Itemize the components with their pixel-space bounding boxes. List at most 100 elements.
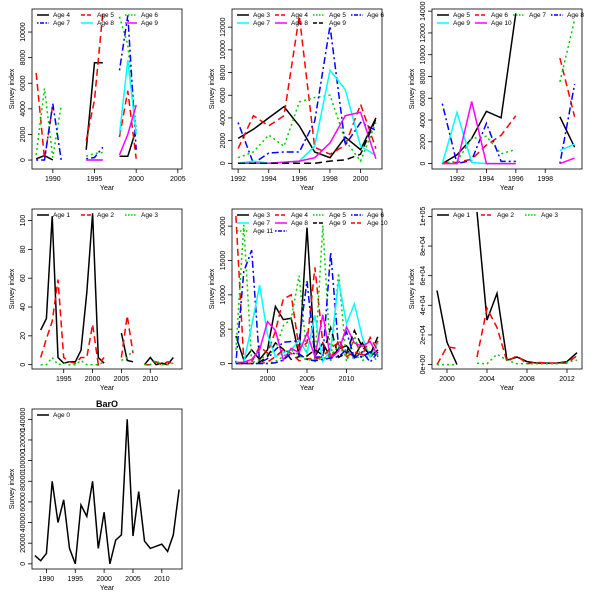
x-tick-label: 2008	[519, 376, 535, 383]
y-tick-label: 20	[20, 332, 27, 340]
legend-label: Age 2	[497, 212, 514, 219]
y-tick-label: 100	[20, 215, 27, 227]
series-line-age-9	[86, 104, 137, 161]
series-line-age-4	[237, 15, 377, 156]
y-tick-label: 4000	[420, 112, 427, 128]
series-line-age-9	[441, 109, 575, 165]
x-tick-label: 2000	[128, 176, 144, 183]
y-tick-label: 0e+00	[420, 355, 427, 375]
y-axis-label: Survey index	[209, 68, 216, 109]
y-tick-label: 8000	[220, 65, 227, 81]
series-line-age-9	[238, 118, 377, 165]
x-tick-label: 1994	[479, 176, 495, 183]
y-axis-label: Survey index	[209, 268, 216, 309]
plot-frame	[431, 8, 583, 170]
series-line-age-0	[34, 419, 180, 565]
plot-frame	[231, 8, 383, 170]
y-tick-label: 100000	[20, 449, 27, 472]
chart-panel-1: 1990 1995 2000 2005 0 2000 4000 6000 8000 10000 Ye…	[9, 8, 186, 192]
x-tick-label: 1994	[261, 176, 277, 183]
x-tick-label: 1995	[67, 576, 83, 583]
x-tick-label: 2000	[96, 576, 112, 583]
legend-label: Age 4	[53, 12, 70, 19]
y-tick-label: 0	[20, 363, 27, 367]
y-tick-label: 80000	[20, 471, 27, 491]
x-tick-label: 2010	[142, 376, 158, 383]
legend-label: Age 8	[567, 12, 584, 19]
y-tick-label: 8e+04	[420, 236, 427, 256]
series-line-age-8	[441, 83, 576, 165]
y-tick-label: 10000	[220, 285, 227, 305]
y-tick-label: 0	[220, 361, 227, 365]
plot-frame	[431, 208, 583, 370]
plot-frame	[31, 408, 183, 570]
y-tick-label: 4e+04	[420, 295, 427, 315]
y-tick-label: 10000	[420, 45, 427, 65]
x-tick-label: 2012	[559, 376, 575, 383]
y-tick-label: 12000	[220, 17, 227, 37]
x-tick-label: 2010	[154, 576, 170, 583]
legend-label: Age 7	[529, 12, 546, 19]
y-axis-label: Survey index	[9, 468, 16, 509]
series-line-age-6	[35, 16, 137, 158]
y-tick-label: 8000	[20, 50, 27, 66]
y-tick-label: 0	[220, 161, 227, 165]
legend-label: Age 7	[253, 20, 270, 27]
legend-label: Age 5	[97, 12, 114, 19]
series-line-age-3	[437, 353, 578, 366]
x-axis-label: Year	[300, 385, 315, 392]
chart-panel-2: 1992 1994 1996 1998 2000 0 2000 4000 6000 8000 100…	[209, 8, 384, 192]
chart-panel-3: 1992 1994 1996 1998 0 2000 4000 6000 8000 10000 12…	[409, 1, 584, 192]
x-tick-label: 1990	[45, 176, 61, 183]
series-line-age-9	[235, 324, 379, 365]
x-tick-label: 2005	[125, 576, 141, 583]
series-line-age-7	[442, 19, 576, 165]
x-tick-label: 1996	[508, 176, 524, 183]
y-tick-label: 2000	[20, 127, 27, 143]
y-tick-label: 0	[420, 162, 427, 166]
legend-label: Age 6	[367, 12, 384, 19]
y-tick-label: 15000	[220, 251, 227, 271]
x-tick-label: 2000	[439, 376, 455, 383]
legend-label: Age 8	[291, 20, 308, 27]
x-axis-label: Year	[100, 185, 115, 192]
x-tick-label: 1998	[322, 176, 338, 183]
legend-label: Age 11	[253, 228, 274, 235]
legend-label: Age 8	[291, 220, 308, 227]
legend-label: Age 4	[291, 212, 308, 219]
x-tick-label: 1998	[537, 176, 553, 183]
legend-label: Age 5	[453, 12, 470, 19]
series-line-age-10	[442, 101, 575, 165]
series-line-age-6	[442, 57, 576, 164]
y-tick-label: 60000	[20, 492, 27, 512]
y-axis-label: Survey index	[409, 268, 416, 309]
legend-label: Age 6	[367, 212, 384, 219]
legend-label: Age 9	[329, 220, 346, 227]
legend-label: Age 0	[53, 412, 70, 419]
y-tick-label: 140000	[20, 408, 27, 431]
series-line-age-1	[40, 213, 174, 366]
y-tick-label: 4000	[220, 110, 227, 126]
y-tick-label: 12000	[420, 23, 427, 43]
legend-label: Age 9	[141, 20, 158, 27]
x-axis-label: Year	[100, 585, 115, 592]
legend-label: Age 3	[253, 12, 270, 19]
x-tick-label: 2000	[260, 376, 276, 383]
x-axis-label: Year	[500, 385, 515, 392]
y-tick-label: 5000	[220, 321, 227, 337]
y-tick-label: 8000	[420, 69, 427, 85]
legend-label: Age 6	[491, 12, 508, 19]
series-line-age-5	[35, 12, 137, 159]
y-tick-label: 1e+05	[420, 206, 427, 226]
series-line-age-3	[40, 349, 174, 366]
y-tick-label: 20000	[220, 216, 227, 236]
y-tick-label: 2000	[220, 133, 227, 149]
chart-panel-4: 1995 2000 2005 2010 0 20 40 60 80 100 Year Survey i…	[9, 208, 183, 392]
series-line-age-2	[39, 279, 174, 367]
x-tick-label: 1992	[230, 176, 246, 183]
y-tick-label: 6000	[220, 87, 227, 103]
x-tick-label: 2004	[479, 376, 495, 383]
x-tick-label: 2005	[170, 176, 186, 183]
y-tick-label: 40000	[20, 513, 27, 533]
